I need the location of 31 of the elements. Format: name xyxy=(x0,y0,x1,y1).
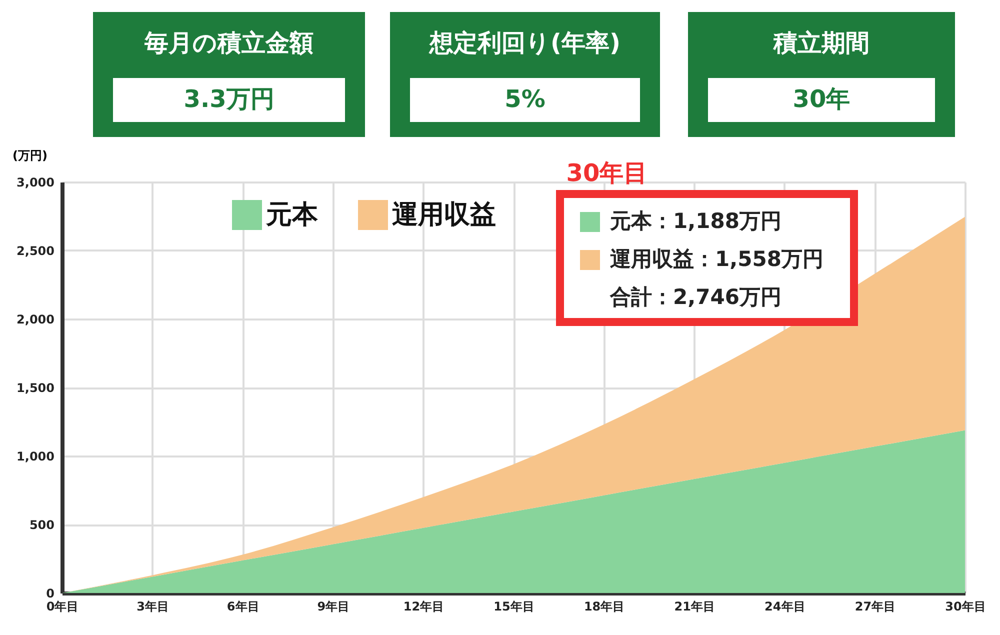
y-tick-label: 0 xyxy=(46,586,54,600)
y-tick-label: 500 xyxy=(29,518,54,532)
x-tick-label: 12年目 xyxy=(403,600,444,614)
x-tick-label: 27年目 xyxy=(854,600,896,614)
x-tick-label: 18年目 xyxy=(584,600,625,614)
y-tick-label: 3,000 xyxy=(16,176,54,190)
text: 5% xyxy=(504,85,546,113)
annotation: 元本：1,188万円 xyxy=(609,209,782,233)
annotation: 合計：2,746万円 xyxy=(609,285,782,309)
y-tick-label: 1,500 xyxy=(16,381,54,395)
x-tick-label: 9年目 xyxy=(317,600,350,614)
y-tick-label: 2,500 xyxy=(16,244,54,258)
y-tick-label: 1,000 xyxy=(16,450,54,464)
x-tick-label: 30年目 xyxy=(945,600,986,614)
text: 積立期間 xyxy=(772,29,870,57)
y-axis-title: (万円) xyxy=(12,148,48,162)
x-tick-label: 21年目 xyxy=(674,600,715,614)
legend-label: 運用収益 xyxy=(392,200,496,230)
legend-label: 元本 xyxy=(265,200,319,230)
text: 30年 xyxy=(792,85,850,113)
x-tick-label: 3年目 xyxy=(136,600,169,614)
annotation: 30年目 xyxy=(566,159,648,187)
x-tick-label: 0年目 xyxy=(46,600,79,614)
y-tick-label: 2,000 xyxy=(16,312,54,326)
text: 毎月の積立金額 xyxy=(144,29,314,57)
x-tick-label: 6年目 xyxy=(226,600,260,614)
text: 3.3万円 xyxy=(184,85,274,113)
x-tick-label: 24年目 xyxy=(764,600,806,614)
text: 想定利回り(年率) xyxy=(428,29,620,57)
x-tick-label: 15年目 xyxy=(494,600,534,614)
annotation: 運用収益：1,558万円 xyxy=(610,247,824,271)
